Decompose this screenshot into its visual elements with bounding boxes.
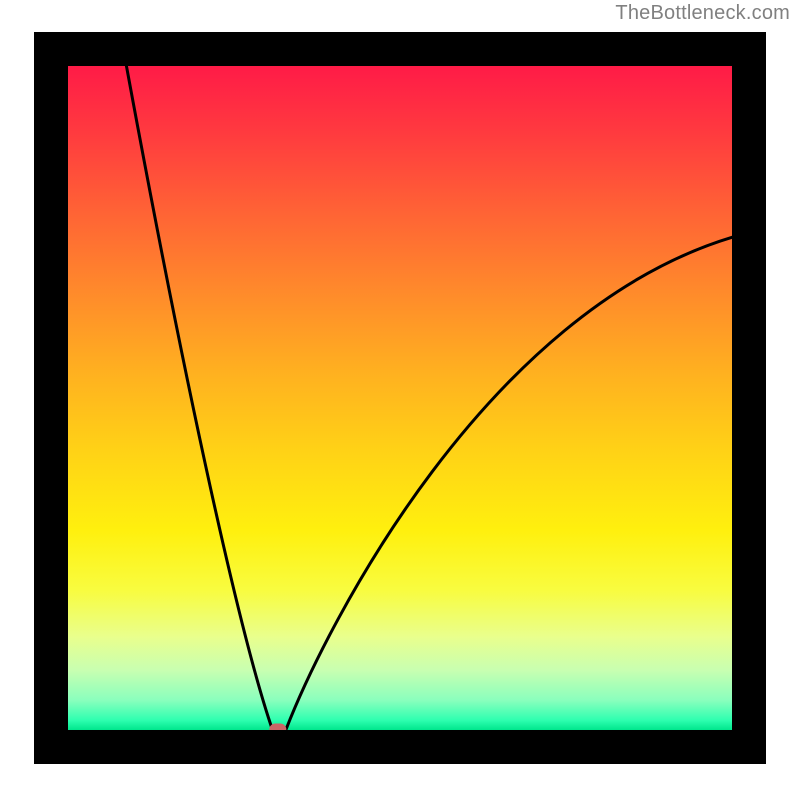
watermark-text: TheBottleneck.com — [615, 2, 790, 25]
gradient-background — [68, 66, 732, 730]
chart-container: TheBottleneck.com — [0, 0, 800, 800]
bottleneck-chart — [0, 0, 800, 800]
